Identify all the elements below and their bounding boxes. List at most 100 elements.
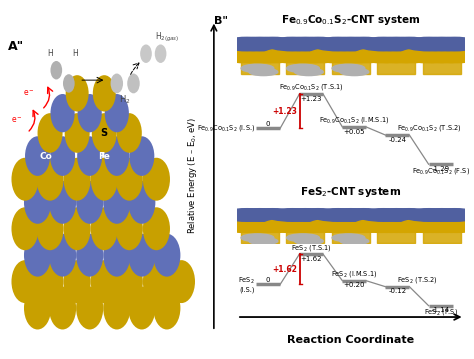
Circle shape bbox=[357, 209, 410, 221]
Circle shape bbox=[415, 209, 468, 221]
Circle shape bbox=[317, 219, 374, 232]
Circle shape bbox=[428, 209, 474, 221]
Circle shape bbox=[370, 37, 423, 51]
Circle shape bbox=[383, 209, 436, 221]
Circle shape bbox=[128, 181, 155, 224]
Circle shape bbox=[408, 219, 465, 232]
Circle shape bbox=[428, 48, 474, 63]
Circle shape bbox=[324, 209, 377, 221]
Circle shape bbox=[402, 37, 456, 51]
Circle shape bbox=[49, 286, 76, 330]
Circle shape bbox=[36, 260, 64, 303]
Circle shape bbox=[382, 219, 439, 232]
Circle shape bbox=[49, 234, 76, 277]
Circle shape bbox=[37, 113, 63, 153]
Circle shape bbox=[36, 207, 64, 250]
Circle shape bbox=[140, 45, 152, 63]
Text: +0.20: +0.20 bbox=[344, 282, 365, 288]
Circle shape bbox=[127, 74, 140, 93]
Circle shape bbox=[340, 238, 369, 244]
Circle shape bbox=[311, 209, 365, 221]
Circle shape bbox=[337, 219, 394, 232]
Circle shape bbox=[332, 234, 365, 242]
Circle shape bbox=[226, 219, 283, 232]
Circle shape bbox=[272, 219, 329, 232]
Circle shape bbox=[77, 136, 102, 176]
Circle shape bbox=[418, 219, 474, 232]
Text: H$_{2(gas)}$: H$_{2(gas)}$ bbox=[155, 31, 179, 44]
Circle shape bbox=[292, 37, 345, 51]
Circle shape bbox=[308, 48, 365, 63]
Circle shape bbox=[49, 181, 76, 224]
Circle shape bbox=[217, 219, 274, 232]
Circle shape bbox=[428, 37, 474, 51]
Text: FeS$_2$ (T.S.1): FeS$_2$ (T.S.1) bbox=[291, 243, 332, 253]
Circle shape bbox=[279, 209, 332, 221]
Text: Fe$_{0.9}$Co$_{0.1}$S$_2$ (I.M.S.1): Fe$_{0.9}$Co$_{0.1}$S$_2$ (I.M.S.1) bbox=[319, 115, 390, 125]
Circle shape bbox=[24, 286, 51, 330]
Circle shape bbox=[363, 48, 420, 63]
Bar bbox=[286, 48, 324, 74]
Circle shape bbox=[236, 219, 293, 232]
Bar bbox=[377, 218, 415, 243]
Circle shape bbox=[262, 219, 319, 232]
Circle shape bbox=[103, 234, 130, 277]
Circle shape bbox=[24, 181, 51, 224]
Text: Co: Co bbox=[39, 151, 52, 160]
Circle shape bbox=[64, 207, 91, 250]
Circle shape bbox=[337, 48, 394, 63]
Text: FeS$_2$ (F.S): FeS$_2$ (F.S) bbox=[423, 307, 457, 317]
Bar bbox=[377, 48, 415, 74]
Text: Reaction Coordinate: Reaction Coordinate bbox=[287, 335, 414, 345]
Circle shape bbox=[155, 45, 166, 63]
Circle shape bbox=[76, 286, 103, 330]
Circle shape bbox=[153, 234, 181, 277]
Circle shape bbox=[383, 37, 436, 51]
Text: +1.23: +1.23 bbox=[273, 107, 298, 116]
Circle shape bbox=[91, 207, 118, 250]
Circle shape bbox=[50, 136, 75, 176]
Text: +1.62: +1.62 bbox=[273, 265, 298, 274]
Bar bbox=[241, 48, 279, 74]
Text: 0: 0 bbox=[266, 278, 270, 283]
Circle shape bbox=[64, 158, 91, 201]
Circle shape bbox=[262, 48, 319, 63]
Circle shape bbox=[324, 37, 377, 51]
Text: Fe$_{0.9}$Co$_{0.1}$S$_2$-CNT system: Fe$_{0.9}$Co$_{0.1}$S$_2$-CNT system bbox=[281, 13, 420, 27]
Circle shape bbox=[64, 113, 90, 153]
Circle shape bbox=[399, 219, 456, 232]
Circle shape bbox=[91, 260, 118, 303]
Circle shape bbox=[308, 219, 365, 232]
Circle shape bbox=[63, 74, 75, 93]
Circle shape bbox=[292, 209, 345, 221]
Circle shape bbox=[282, 48, 339, 63]
Text: B": B" bbox=[214, 16, 228, 26]
Circle shape bbox=[117, 113, 142, 153]
Circle shape bbox=[168, 260, 195, 303]
Circle shape bbox=[241, 64, 274, 73]
Circle shape bbox=[233, 209, 286, 221]
Circle shape bbox=[266, 37, 319, 51]
Circle shape bbox=[217, 48, 274, 63]
Text: e$^-$: e$^-$ bbox=[23, 89, 35, 98]
Circle shape bbox=[241, 234, 274, 242]
Circle shape bbox=[287, 64, 319, 73]
Circle shape bbox=[92, 113, 117, 153]
Text: Fe$_{0.9}$Co$_{0.1}$S$_2$ (T.S.1): Fe$_{0.9}$Co$_{0.1}$S$_2$ (T.S.1) bbox=[279, 82, 344, 92]
Circle shape bbox=[357, 37, 410, 51]
Text: Fe$_{0.9}$Co$_{0.1}$S$_2$ (T.S.2): Fe$_{0.9}$Co$_{0.1}$S$_2$ (T.S.2) bbox=[398, 123, 462, 133]
Circle shape bbox=[76, 181, 103, 224]
Text: -0.12: -0.12 bbox=[388, 288, 407, 294]
Text: S: S bbox=[100, 128, 108, 138]
Circle shape bbox=[91, 158, 118, 201]
Text: FeS$_2$ (T.S.2): FeS$_2$ (T.S.2) bbox=[398, 275, 438, 285]
Circle shape bbox=[337, 37, 390, 51]
Circle shape bbox=[246, 48, 303, 63]
Text: Fe: Fe bbox=[98, 151, 110, 160]
Circle shape bbox=[402, 209, 456, 221]
Circle shape bbox=[337, 209, 390, 221]
Text: A": A" bbox=[9, 41, 25, 53]
Circle shape bbox=[363, 219, 420, 232]
Circle shape bbox=[428, 219, 474, 232]
Circle shape bbox=[76, 234, 103, 277]
